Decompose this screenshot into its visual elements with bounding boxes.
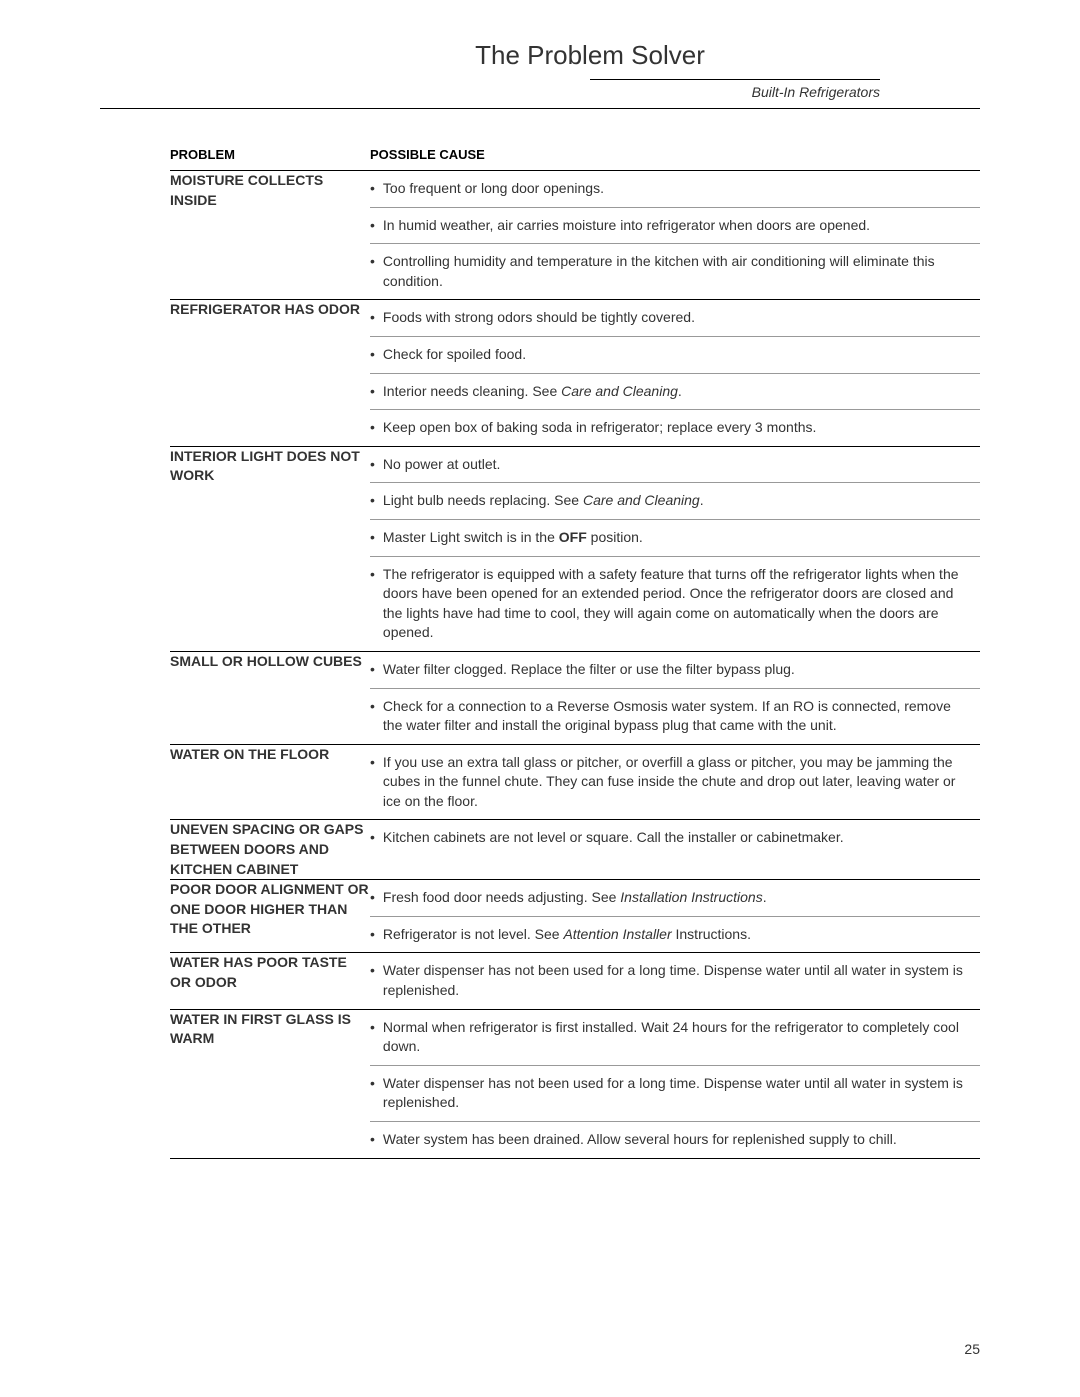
cause-item: •Normal when refrigerator is first insta… — [370, 1010, 980, 1066]
table-row: POOR DOOR ALIGNMENT OR ONE DOOR HIGHER T… — [170, 880, 980, 953]
bullet-icon: • — [370, 660, 375, 680]
cause-cell: • Water filter clogged. Replace the filte… — [370, 651, 980, 744]
cause-text: Keep open box of baking soda in refriger… — [383, 418, 816, 438]
cause-cell: • Foods with strong odors should be tight… — [370, 300, 980, 446]
bullet-icon: • — [370, 491, 375, 511]
bullet-icon: • — [370, 418, 375, 438]
cause-item: • In humid weather, air carries moisture … — [370, 208, 980, 245]
cause-item: • Master Light switch is in the OFF posit… — [370, 520, 980, 557]
cause-text: Interior needs cleaning. See Care and Cl… — [383, 382, 682, 402]
cause-text: Controlling humidity and temperature in … — [383, 252, 970, 291]
cause-cell: • Kitchen cabinets are not level or squar… — [370, 820, 980, 880]
bullet-icon: • — [370, 565, 375, 643]
bullet-icon: • — [370, 753, 375, 812]
problem-cell: WATER IN FIRST GLASS IS WARM — [170, 1009, 370, 1158]
bullet-icon: • — [370, 961, 375, 1000]
cause-cell: • Too frequent or long door openings. • In … — [370, 171, 980, 300]
cause-text: Check for spoiled food. — [383, 345, 526, 365]
cause-text: Too frequent or long door openings. — [383, 179, 604, 199]
troubleshoot-table: PROBLEM POSSIBLE CAUSE MOISTURE COLLECTS… — [170, 139, 980, 1159]
problem-cell: SMALL OR HOLLOW CUBES — [170, 651, 370, 744]
cause-item: • Foods with strong odors should be tight… — [370, 300, 980, 337]
cause-item: • Light bulb needs replacing. See Care an… — [370, 483, 980, 520]
cause-cell: •Normal when refrigerator is first insta… — [370, 1009, 980, 1158]
bullet-icon: • — [370, 382, 375, 402]
cause-text: Normal when refrigerator is first instal… — [383, 1018, 970, 1057]
cause-item: •Check for a connection to a Reverse Osm… — [370, 689, 980, 744]
cause-text: Master Light switch is in the OFF positi… — [383, 528, 643, 548]
bullet-icon: • — [370, 455, 375, 475]
bullet-icon: • — [370, 828, 375, 848]
cause-text: The refrigerator is equipped with a safe… — [383, 565, 970, 643]
problem-cell: INTERIOR LIGHT DOES NOT WORK — [170, 446, 370, 651]
bullet-icon: • — [370, 179, 375, 199]
table-header-row: PROBLEM POSSIBLE CAUSE — [170, 139, 980, 171]
bullet-icon: • — [370, 345, 375, 365]
problem-cell: WATER ON THE FLOOR — [170, 744, 370, 820]
table-row: UNEVEN SPACING OR GAPS BETWEEN DOORS AND… — [170, 820, 980, 880]
page-subtitle: Built-In Refrigerators — [100, 84, 880, 100]
problem-cell: UNEVEN SPACING OR GAPS BETWEEN DOORS AND… — [170, 820, 370, 880]
header-divider — [100, 108, 980, 109]
cause-item: • Interior needs cleaning. See Care and C… — [370, 374, 980, 411]
cause-item: • Water system has been drained. Allow se… — [370, 1122, 980, 1158]
cause-text: Water system has been drained. Allow sev… — [383, 1130, 897, 1150]
cause-text: No power at outlet. — [383, 455, 501, 475]
cause-cell: • No power at outlet. • Light bulb needs re… — [370, 446, 980, 651]
bullet-icon: • — [370, 925, 375, 945]
bullet-icon: • — [370, 252, 375, 291]
cause-text: If you use an extra tall glass or pitche… — [383, 753, 970, 812]
cause-cell: • Fresh food door needs adjusting. See In… — [370, 880, 980, 953]
cause-item: • Keep open box of baking soda in refrige… — [370, 410, 980, 446]
bullet-icon: • — [370, 528, 375, 548]
title-underline — [590, 79, 880, 80]
cause-item: •Water dispenser has not been used for a… — [370, 1066, 980, 1122]
cause-item: • Fresh food door needs adjusting. See In… — [370, 880, 980, 917]
cause-item: • No power at outlet. — [370, 447, 980, 484]
header-cause: POSSIBLE CAUSE — [370, 139, 980, 171]
cause-item: •The refrigerator is equipped with a saf… — [370, 557, 980, 651]
table-row: INTERIOR LIGHT DOES NOT WORK• No power at… — [170, 446, 980, 651]
cause-cell: •If you use an extra tall glass or pitch… — [370, 744, 980, 820]
table-row: MOISTURE COLLECTS INSIDE• Too frequent or… — [170, 171, 980, 300]
cause-item: • Check for spoiled food. — [370, 337, 980, 374]
cause-cell: •Water dispenser has not been used for a… — [370, 953, 980, 1009]
cause-item: •Controlling humidity and temperature in… — [370, 244, 980, 299]
cause-text: Fresh food door needs adjusting. See Ins… — [383, 888, 767, 908]
cause-item: • Kitchen cabinets are not level or squar… — [370, 820, 980, 856]
page-number: 25 — [964, 1341, 980, 1357]
cause-text: Kitchen cabinets are not level or square… — [383, 828, 844, 848]
bullet-icon: • — [370, 1018, 375, 1057]
table-row: WATER HAS POOR TASTE OR ODOR•Water dispe… — [170, 953, 980, 1009]
cause-item: • Refrigerator is not level. See Attentio… — [370, 917, 980, 953]
cause-text: Refrigerator is not level. See Attention… — [383, 925, 751, 945]
cause-item: • Too frequent or long door openings. — [370, 171, 980, 208]
problem-cell: REFRIGERATOR HAS ODOR — [170, 300, 370, 446]
problem-cell: MOISTURE COLLECTS INSIDE — [170, 171, 370, 300]
bullet-icon: • — [370, 1130, 375, 1150]
bullet-icon: • — [370, 1074, 375, 1113]
cause-text: Foods with strong odors should be tightl… — [383, 308, 695, 328]
table-row: REFRIGERATOR HAS ODOR• Foods with strong … — [170, 300, 980, 446]
bullet-icon: • — [370, 216, 375, 236]
cause-text: Water dispenser has not been used for a … — [383, 1074, 970, 1113]
cause-text: Water dispenser has not been used for a … — [383, 961, 970, 1000]
problem-cell: POOR DOOR ALIGNMENT OR ONE DOOR HIGHER T… — [170, 880, 370, 953]
cause-text: Light bulb needs replacing. See Care and… — [383, 491, 704, 511]
cause-item: •Water dispenser has not been used for a… — [370, 953, 980, 1008]
cause-text: In humid weather, air carries moisture i… — [383, 216, 870, 236]
cause-text: Check for a connection to a Reverse Osmo… — [383, 697, 970, 736]
bullet-icon: • — [370, 888, 375, 908]
table-row: WATER IN FIRST GLASS IS WARM•Normal when… — [170, 1009, 980, 1158]
problem-cell: WATER HAS POOR TASTE OR ODOR — [170, 953, 370, 1009]
table-row: WATER ON THE FLOOR•If you use an extra t… — [170, 744, 980, 820]
bullet-icon: • — [370, 697, 375, 736]
page-title: The Problem Solver — [200, 40, 980, 71]
cause-text: Water filter clogged. Replace the filter… — [383, 660, 795, 680]
cause-item: • Water filter clogged. Replace the filte… — [370, 652, 980, 689]
header-problem: PROBLEM — [170, 139, 370, 171]
cause-item: •If you use an extra tall glass or pitch… — [370, 745, 980, 820]
table-row: SMALL OR HOLLOW CUBES• Water filter clogg… — [170, 651, 980, 744]
bullet-icon: • — [370, 308, 375, 328]
